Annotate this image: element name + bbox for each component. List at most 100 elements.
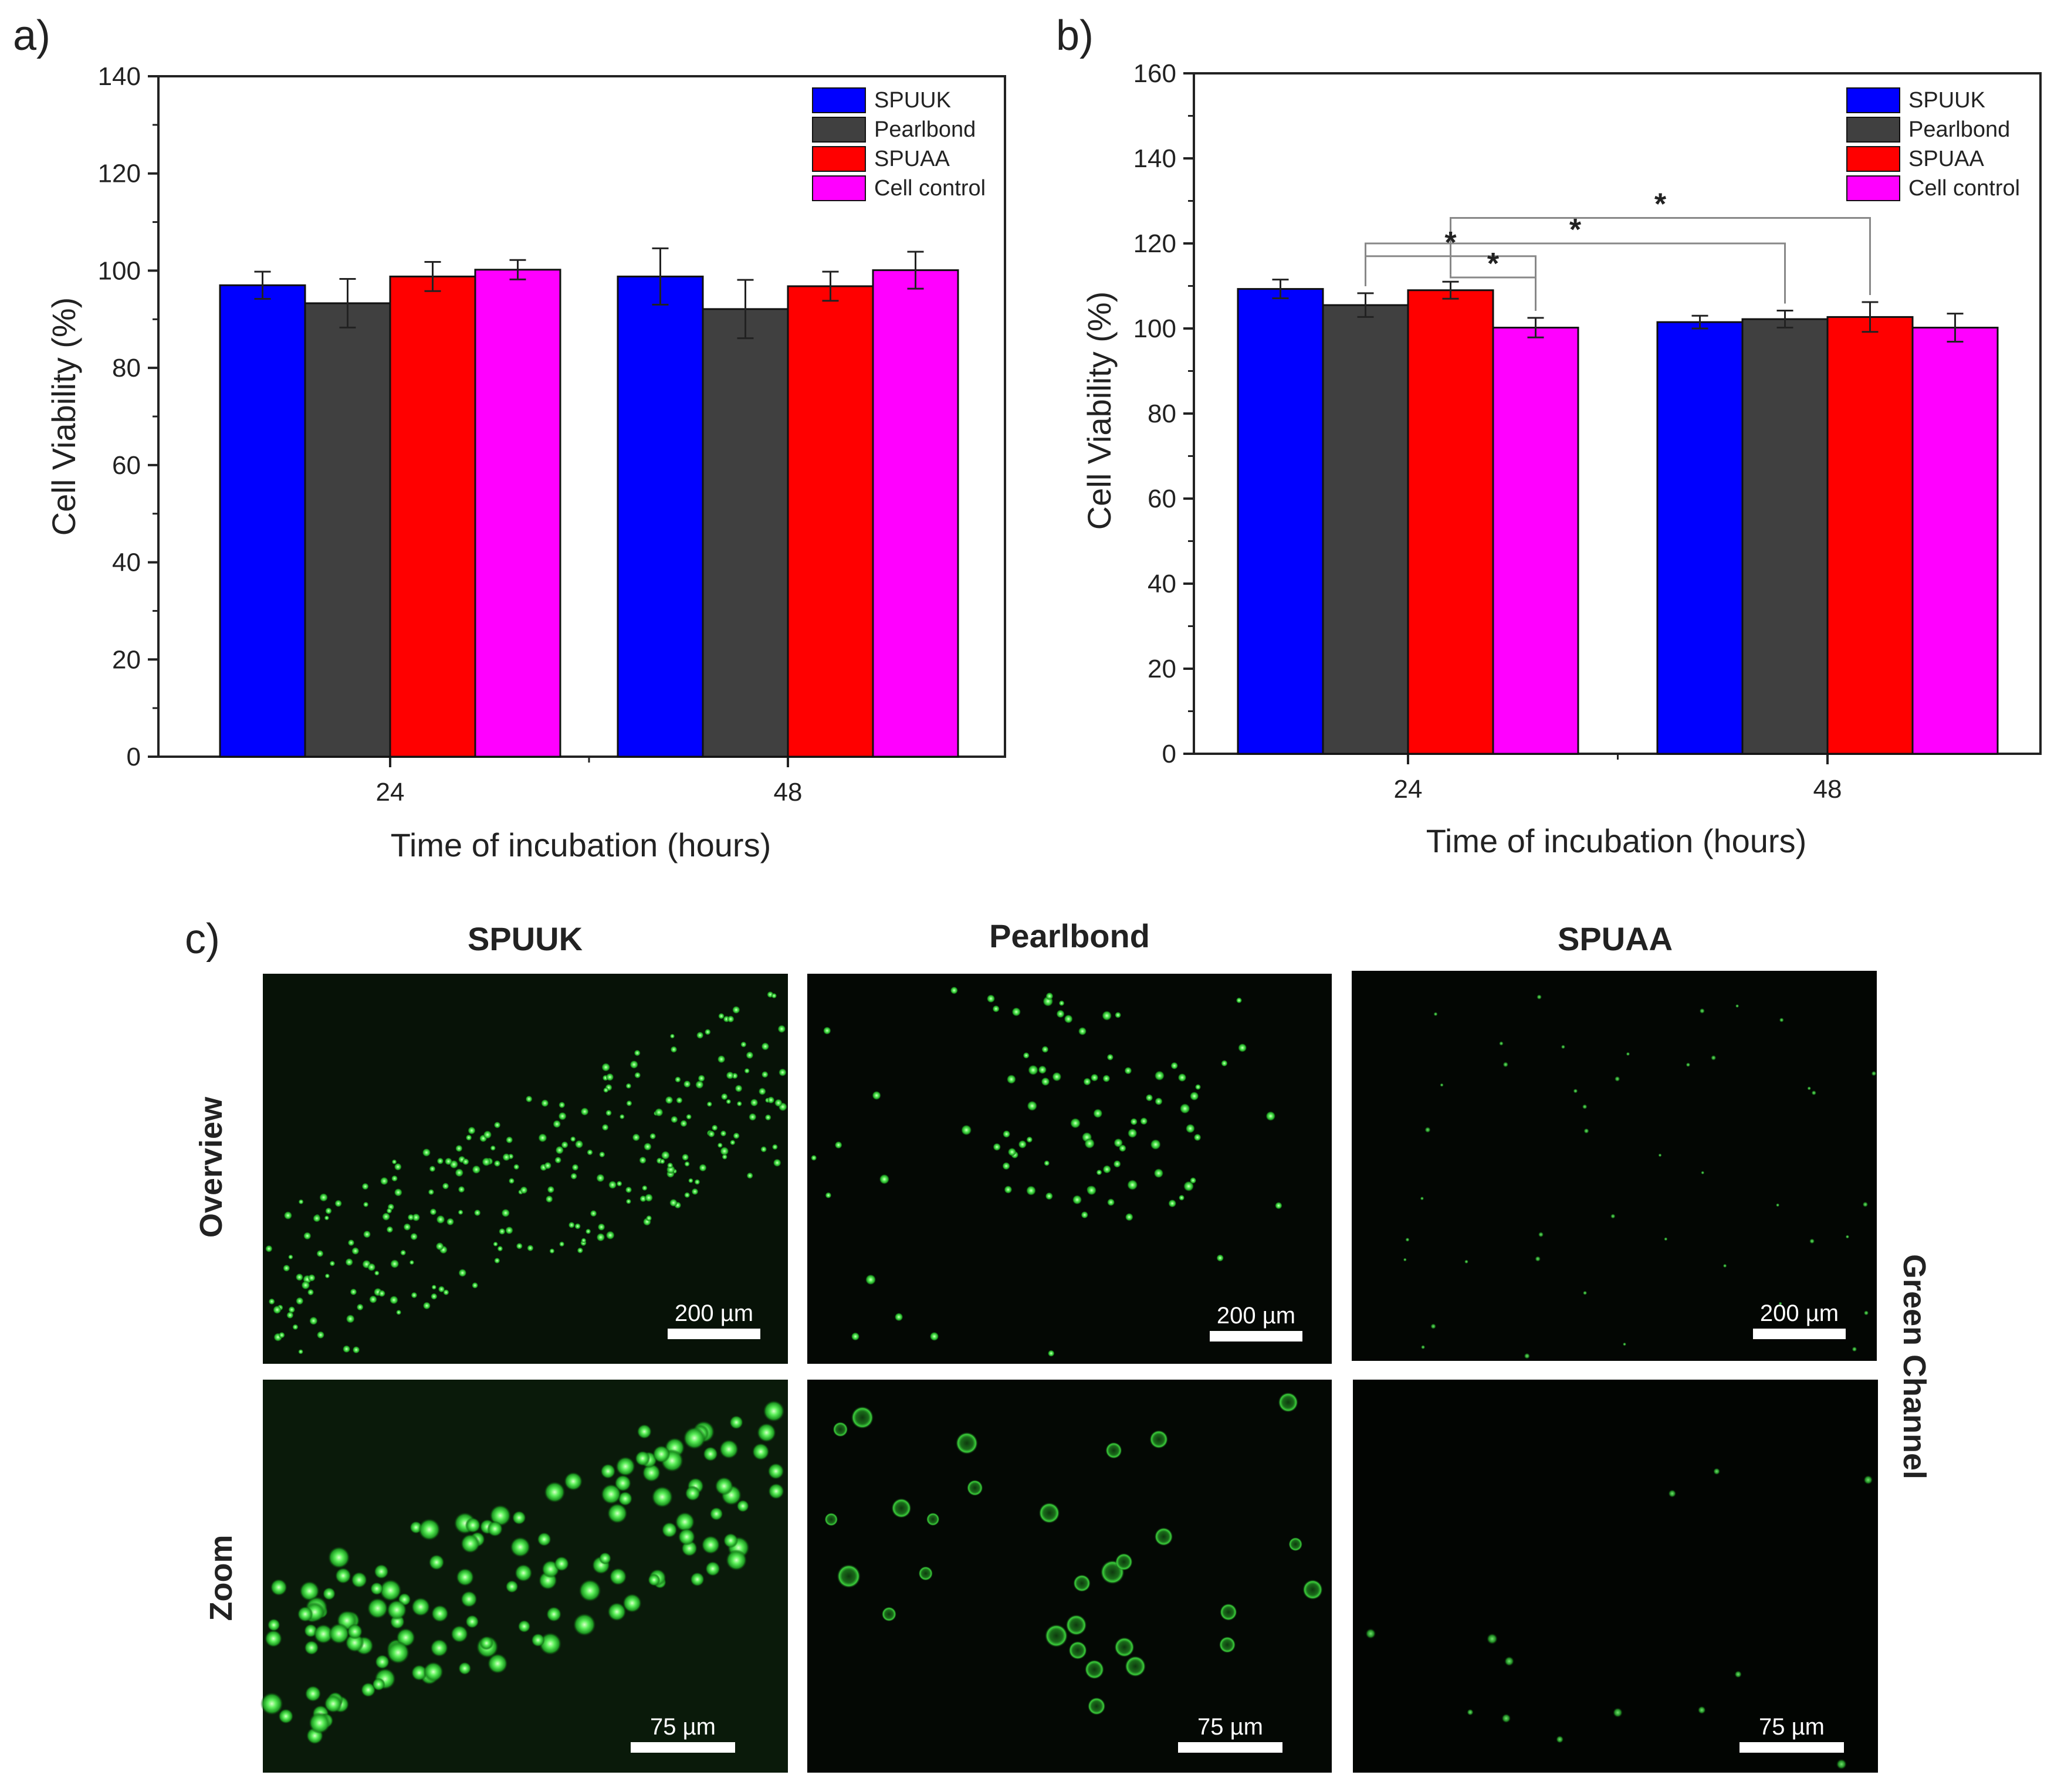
micrograph-pearlbond-overview: 200 µm <box>807 974 1332 1364</box>
legend-swatch <box>1846 117 1900 143</box>
significance-bracket: * <box>1450 247 1537 311</box>
y-axis-a: 0 20 40 60 80 100 120 140 <box>98 62 158 771</box>
x-axis-title-a: Time of incubation (hours) <box>391 826 771 863</box>
bar-pearlbond-24 <box>304 302 391 758</box>
green-channel-label: Green Channel <box>1897 1254 1932 1479</box>
y-tick-label: 60 <box>1148 485 1176 513</box>
scale-bar <box>1740 1742 1844 1753</box>
y-axis-title-a: Cell Viability (%) <box>45 297 82 536</box>
legend-swatch <box>812 146 866 172</box>
legend-swatch <box>812 117 866 143</box>
error-bar <box>509 259 526 280</box>
bars-a <box>219 247 959 758</box>
legend-a: SPUUK Pearlbond SPUAA Cell control <box>812 87 986 201</box>
y-tick-label: 20 <box>112 645 141 674</box>
x-tick-label: 24 <box>376 778 405 807</box>
y-tick-label: 0 <box>1162 740 1176 768</box>
cell-field <box>824 1392 1323 1715</box>
error-bar <box>1272 279 1289 300</box>
chart-a: a) 0 20 40 60 80 100 120 140 24 48 SPUUK Pearlbon… <box>13 12 1006 863</box>
legend-label: Pearlbond <box>1908 117 2010 142</box>
legend-label: SPUAA <box>1908 147 1984 171</box>
column-title-spuaa: SPUAA <box>1558 920 1673 957</box>
error-bar <box>822 270 839 302</box>
y-tick-label: 80 <box>112 354 141 382</box>
error-bar <box>424 261 441 292</box>
y-axis-title-b: Cell Viability (%) <box>1081 292 1118 530</box>
significance-star: * <box>1569 213 1582 247</box>
legend-swatch <box>1846 87 1900 113</box>
legend-swatch <box>1846 175 1900 201</box>
y-tick-label: 20 <box>1148 655 1176 683</box>
y-tick-label: 0 <box>127 743 141 771</box>
error-bar <box>1527 317 1544 338</box>
micrograph-spuuk-overview: 200 µm <box>263 974 788 1364</box>
bar-cell-control-24 <box>474 269 561 758</box>
micrograph-spuuk-zoom: 75 µm <box>260 1380 788 1773</box>
bar-spuuk-48 <box>1656 321 1744 755</box>
legend-label: SPUAA <box>874 147 950 171</box>
significance-brackets-b: * * * * <box>1365 188 1871 311</box>
column-title-pearlbond: Pearlbond <box>989 917 1150 954</box>
scale-bar <box>1753 1329 1846 1339</box>
y-tick-label: 120 <box>98 160 141 188</box>
error-bar <box>907 250 924 290</box>
scale-bar-label: 75 µm <box>1197 1714 1263 1740</box>
bar-spuaa-24 <box>389 275 476 758</box>
cell-field <box>811 986 1282 1357</box>
cell-field <box>1365 1468 1873 1770</box>
legend-swatch <box>812 87 866 113</box>
legend-label: SPUUK <box>874 88 951 113</box>
error-bar <box>254 270 271 300</box>
scale-bar <box>631 1742 735 1753</box>
cell-field <box>260 1400 785 1744</box>
chart-b: b) 0 20 40 60 80 100 120 140 160 24 48 * * * * SPUUK… <box>1056 12 2042 859</box>
panel-label-b: b) <box>1056 12 1094 59</box>
micrograph-pearlbond-zoom: 75 µm <box>807 1380 1332 1773</box>
legend-swatch <box>812 175 866 201</box>
y-axis-b: 0 20 40 60 80 100 120 140 160 <box>1133 59 1194 768</box>
legend-swatch <box>1846 146 1900 172</box>
bar-spuaa-48 <box>1826 316 1914 755</box>
bars-b <box>1237 279 1999 755</box>
y-tick-label: 100 <box>98 256 141 285</box>
legend-label: Pearlbond <box>874 117 976 142</box>
cell-field <box>1403 994 1877 1359</box>
scale-bar <box>1178 1742 1282 1753</box>
legend-label: Cell control <box>1908 176 2020 201</box>
y-tick-label: 80 <box>1148 399 1176 428</box>
error-bar <box>1862 301 1879 333</box>
x-axis-b: 24 48 <box>1394 754 1842 804</box>
error-bar <box>1947 313 1964 343</box>
bar-pearlbond-24 <box>1322 304 1409 755</box>
bar-spuaa-24 <box>1407 289 1494 755</box>
x-tick-label: 24 <box>1394 775 1423 804</box>
error-bar <box>1776 310 1793 329</box>
scale-bar-label: 75 µm <box>650 1714 716 1740</box>
bar-spuuk-24 <box>219 284 306 758</box>
error-bar <box>339 278 356 328</box>
cell-field <box>265 991 787 1354</box>
bar-spuaa-48 <box>787 285 874 758</box>
y-tick-label: 100 <box>1133 314 1176 343</box>
y-tick-label: 160 <box>1133 59 1176 88</box>
error-bar <box>1357 292 1374 318</box>
x-axis-a: 24 48 <box>376 757 802 807</box>
legend-label: Cell control <box>874 176 986 201</box>
y-tick-label: 40 <box>112 548 141 577</box>
micrograph-spuaa-overview: 200 µm <box>1352 971 1877 1361</box>
significance-bracket: * <box>1450 188 1871 296</box>
scale-bar <box>668 1329 760 1339</box>
column-title-spuuk: SPUUK <box>468 920 583 957</box>
error-bar <box>737 279 754 340</box>
scale-bar-label: 200 µm <box>1760 1300 1839 1326</box>
significance-star: * <box>1487 247 1500 281</box>
bar-cell-control-24 <box>1492 327 1579 755</box>
row-title-zoom: Zoom <box>204 1535 239 1621</box>
significance-star: * <box>1444 226 1457 260</box>
panel-label-c: c) <box>185 916 220 963</box>
y-tick-label: 140 <box>1133 144 1176 173</box>
scale-bar-label: 200 µm <box>1217 1303 1295 1329</box>
micrograph-panel-c: c) SPUUK Pearlbond SPUAA Overview Zoom G… <box>185 916 1932 1773</box>
